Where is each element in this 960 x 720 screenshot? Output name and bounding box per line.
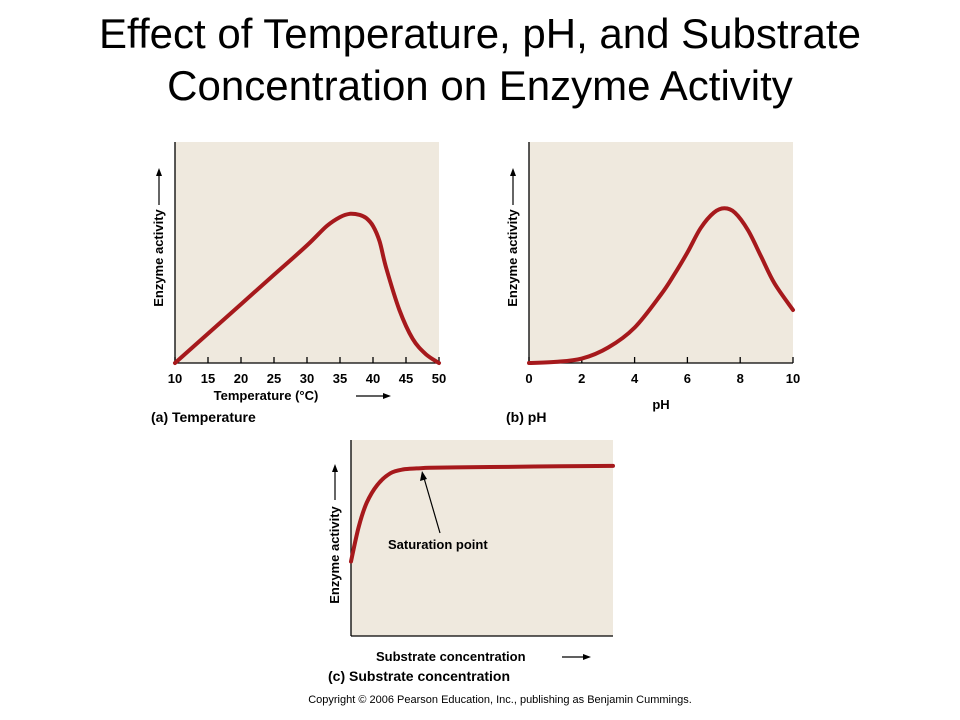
x-tick-label-a-15: 15 (201, 371, 215, 386)
caption-a: (a) Temperature (151, 409, 256, 425)
x-arrowhead-c (583, 654, 591, 660)
x-tick-label-a-30: 30 (300, 371, 314, 386)
x-tick-label-a-25: 25 (267, 371, 281, 386)
y-axis-label-a: Enzyme activity (151, 208, 166, 306)
x-tick-label-a-40: 40 (366, 371, 380, 386)
x-tick-label-a-10: 10 (168, 371, 182, 386)
panel-ph: 0 2 4 6 8 10 Enzyme activity pH (b) pH (505, 142, 800, 425)
x-tick-label-b-0: 0 (525, 371, 532, 386)
copyright-notice: Copyright © 2006 Pearson Education, Inc.… (0, 694, 960, 706)
title-line-2: Concentration on Enzyme Activity (167, 62, 793, 109)
panel-substrate: Enzyme activity Saturation point Substra… (327, 440, 615, 684)
saturation-pointer-head (420, 471, 427, 481)
caption-b: (b) pH (506, 409, 546, 425)
x-tick-label-b-8: 8 (737, 371, 744, 386)
x-tick-label-a-45: 45 (399, 371, 413, 386)
saturation-point-label: Saturation point (388, 537, 488, 552)
y-axis-label-c: Enzyme activity (327, 505, 342, 603)
x-tick-label-a-20: 20 (234, 371, 248, 386)
plot-background-b (529, 142, 793, 363)
x-ticks-a: 10 15 20 25 30 35 40 45 50 (168, 357, 446, 386)
saturation-pointer-line (423, 477, 441, 534)
copyright-text: Copyright © 2006 Pearson Education, Inc.… (308, 694, 692, 706)
x-tick-label-b-2: 2 (578, 371, 585, 386)
x-tick-label-b-6: 6 (684, 371, 691, 386)
y-axis-label-b: Enzyme activity (505, 208, 520, 306)
x-axis-label-c: Substrate concentration (376, 649, 526, 664)
x-tick-label-a-35: 35 (333, 371, 347, 386)
x-tick-label-b-4: 4 (631, 371, 639, 386)
substrate-curve (349, 463, 615, 564)
temperature-curve (173, 211, 441, 365)
panel-temperature: 10 15 20 25 30 35 40 45 50 Enzyme activity Tempe… (151, 142, 446, 425)
x-tick-label-a-50: 50 (432, 371, 446, 386)
x-tick-label-b-10: 10 (786, 371, 800, 386)
y-arrowhead-a (156, 168, 162, 176)
title-line-1: Effect of Temperature, pH, and Substrate (99, 10, 861, 57)
x-arrowhead-a (383, 393, 391, 399)
x-ticks-b: 0 2 4 6 8 10 (525, 357, 800, 386)
y-arrowhead-c (332, 464, 338, 472)
x-axis-label-b: pH (652, 397, 669, 412)
y-arrowhead-b (510, 168, 516, 176)
x-axis-label-a: Temperature (°C) (214, 388, 319, 403)
ph-curve (527, 206, 795, 365)
caption-c: (c) Substrate concentration (328, 668, 510, 684)
slide-title: Effect of Temperature, pH, and Substrate… (0, 8, 960, 112)
